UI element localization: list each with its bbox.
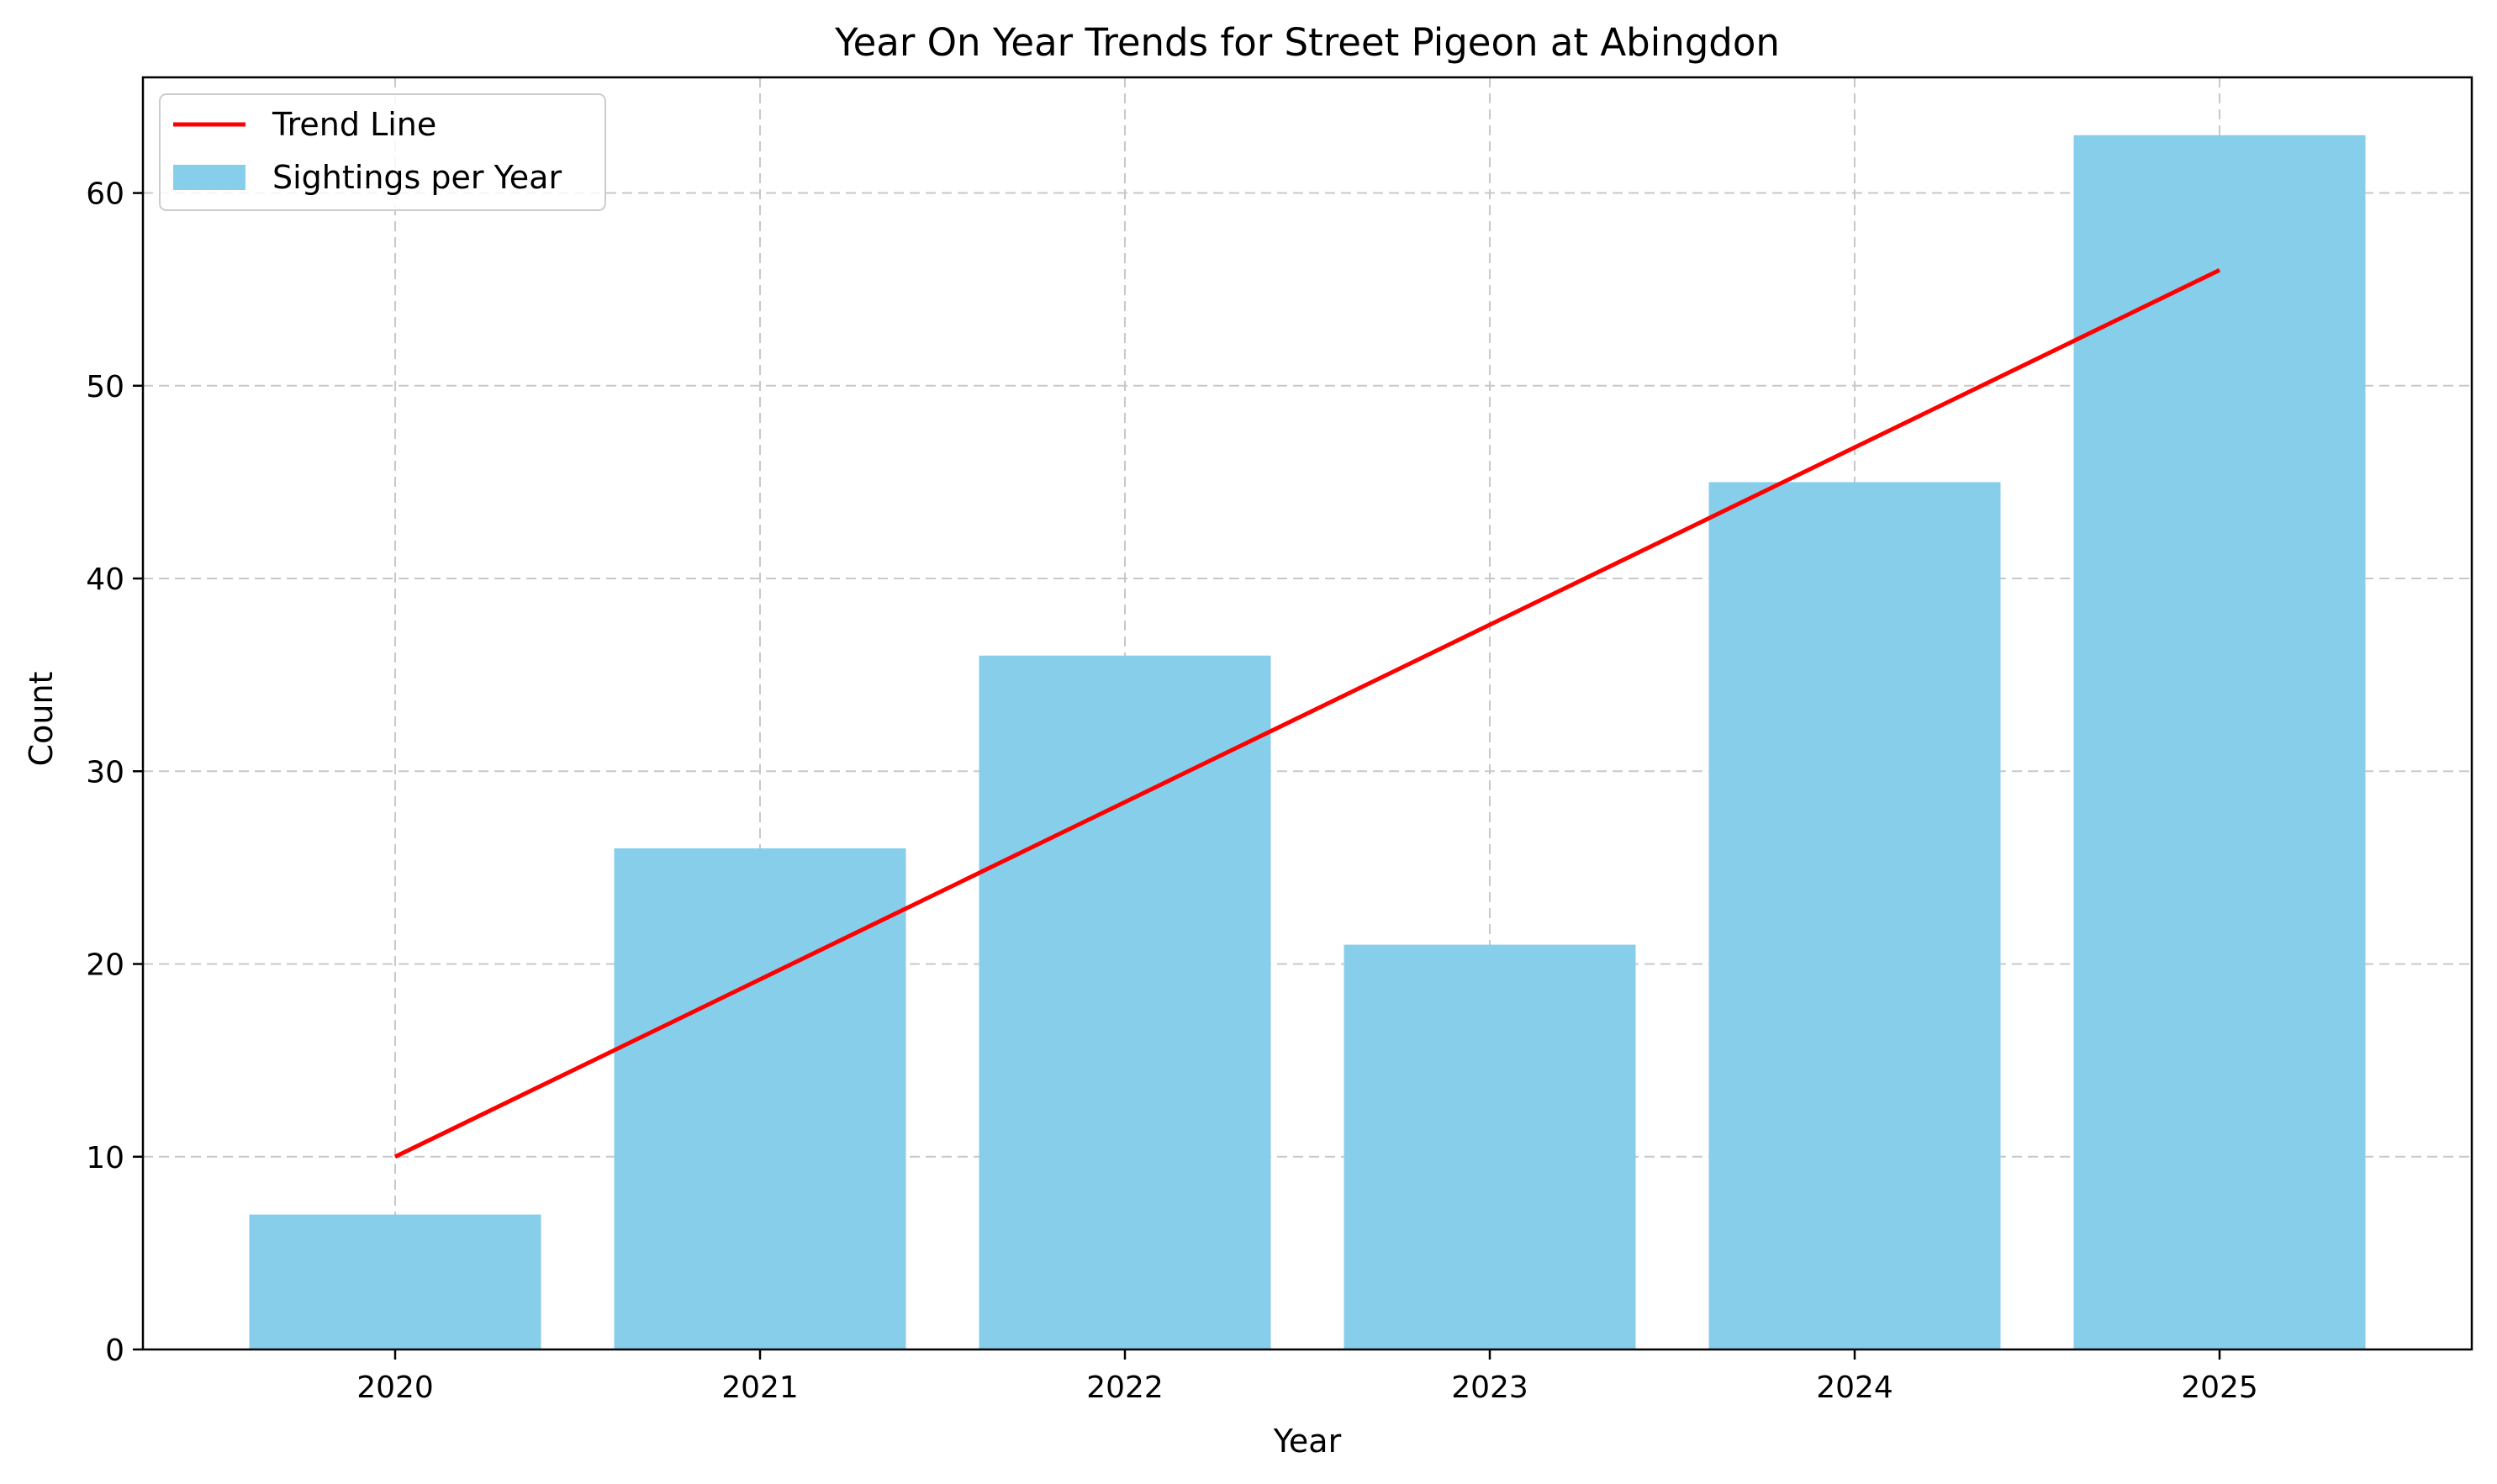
- bar-2024: [1708, 482, 2001, 1349]
- x-tick-label-2022: 2022: [1086, 1370, 1164, 1405]
- x-axis-label: Year: [1273, 1423, 1342, 1460]
- plot-frame: [141, 76, 2473, 1351]
- y-tick-label-50: 50: [86, 370, 124, 404]
- y-tick-label-60: 60: [86, 177, 124, 212]
- y-tick-label-10: 10: [86, 1141, 124, 1175]
- ticks-layer: 0 10 20 30 40 50 60 2020 2021 2022 2023 2024 2025: [86, 177, 2258, 1405]
- bar-2022: [979, 655, 1271, 1349]
- trend-line: [393, 267, 2221, 1159]
- bars-layer: [249, 135, 2366, 1350]
- y-tick-label-40: 40: [86, 562, 124, 597]
- bar-2021: [614, 848, 906, 1349]
- trend-layer: [393, 267, 2221, 1159]
- y-tick-label-20: 20: [86, 948, 124, 983]
- x-tick-label-2020: 2020: [356, 1370, 434, 1405]
- chart-title: Year On Year Trends for Street Pigeon at…: [834, 20, 1780, 65]
- y-axis-label: Count: [23, 672, 60, 767]
- bar-2020: [249, 1214, 541, 1349]
- legend-sightings-swatch: [173, 165, 245, 190]
- y-tick-label-0: 0: [105, 1333, 124, 1368]
- x-tick-label-2024: 2024: [1816, 1370, 1893, 1405]
- x-tick-label-2025: 2025: [2181, 1370, 2258, 1405]
- legend-sightings-label: Sightings per Year: [272, 159, 562, 196]
- x-tick-label-2023: 2023: [1451, 1370, 1528, 1405]
- axes-layer: [141, 76, 2473, 1351]
- legend: Trend Line Sightings per Year: [159, 93, 606, 211]
- legend-box: [159, 93, 606, 211]
- y-tick-label-30: 30: [86, 755, 124, 790]
- bar-2025: [2073, 135, 2366, 1350]
- bar-2023: [1344, 944, 1636, 1349]
- legend-trend-line-label: Trend Line: [272, 106, 436, 143]
- x-tick-label-2021: 2021: [721, 1370, 799, 1405]
